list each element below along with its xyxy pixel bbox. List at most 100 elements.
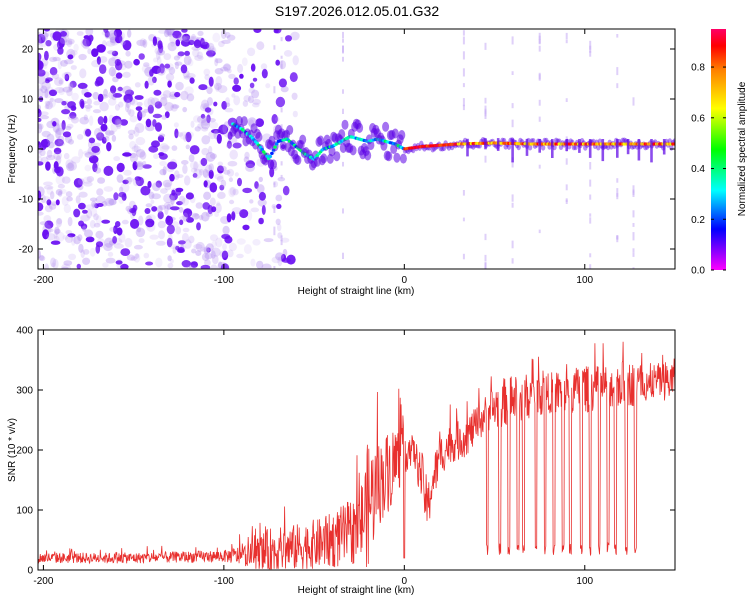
spectrogram-noise-blob (292, 55, 299, 66)
spectrogram-noise-blob (61, 100, 67, 106)
spectrogram-noise-blob (258, 191, 266, 201)
spectrogram-noise-blob (132, 161, 138, 171)
spectrogram-streak (273, 181, 276, 185)
spectrogram-noise-blob (99, 56, 108, 63)
spectrogram-noise-blob (55, 127, 65, 135)
spectrogram-noise-blob (83, 181, 93, 187)
spectrogram-noise-blob (96, 188, 104, 196)
spectrogram-noise-blob (46, 199, 52, 206)
spectrogram-noise-blob (245, 160, 255, 169)
spectrogram-noise-blob (222, 225, 230, 235)
spectrogram-streak (589, 179, 592, 187)
spectrogram-noise-blob (214, 173, 224, 180)
spectrogram-noise-blob (73, 208, 81, 218)
spectrogram-noise-blob (209, 182, 218, 193)
spectrogram-streak (632, 267, 635, 269)
spectrogram-spike (484, 138, 487, 150)
spectrogram-ridge-halo (326, 153, 334, 164)
spectrogram-noise-blob (219, 184, 225, 191)
spectrogram-noise-blob (200, 157, 208, 167)
spectrogram-noise-blob (150, 199, 155, 204)
spectrogram-noise-blob (142, 39, 148, 48)
spectrogram-ridge-halo (349, 145, 357, 156)
spectrogram-ridge-core (270, 151, 274, 155)
spectrogram-noise-blob (120, 263, 129, 269)
spectrogram-noise-blob (115, 72, 123, 79)
spectrogram-noise-blob (181, 260, 191, 268)
spectrogram-noise-blob (186, 264, 197, 269)
spectrogram-noise-blob (149, 234, 159, 240)
spectrogram-streak (511, 240, 514, 249)
spectrogram-noise-blob (120, 182, 130, 193)
spectrogram-noise-blob (158, 29, 168, 34)
spectrogram-ridge-core (273, 145, 277, 149)
spectrogram-spike (626, 139, 630, 155)
spectrogram-noise-blob (247, 95, 254, 104)
spectrogram-noise-blob (222, 124, 227, 134)
spectrogram-noise-blob (46, 154, 56, 161)
spectrogram-noise-blob (210, 234, 218, 242)
spectrogram-noise-blob (103, 243, 113, 252)
spectrogram-noise-blob (217, 191, 226, 199)
spectrogram-noise-blob (191, 46, 202, 51)
spectrogram-noise-blob (38, 211, 44, 216)
spectrogram-streak (280, 124, 283, 128)
spectrogram-noise-blob (227, 160, 238, 167)
spectrogram-noise-blob (82, 150, 92, 155)
spectrogram-noise-blob (64, 75, 69, 80)
spectrogram-streak (511, 71, 514, 75)
spectrogram-noise-blob (82, 257, 91, 265)
spectrogram-noise-blob (229, 199, 235, 205)
spectrogram-noise-blob (157, 220, 166, 229)
spectrogram-noise-blob (225, 143, 233, 149)
spectrogram-noise-blob (135, 253, 140, 259)
spectrogram-noise-blob (38, 123, 43, 134)
spectrogram-noise-blob (84, 164, 92, 172)
spectrogram-noise-blob (106, 142, 112, 152)
spectrogram-noise-blob (128, 109, 135, 117)
spectrogram-noise-blob (97, 177, 106, 184)
spectrogram-noise-blob (275, 218, 281, 225)
spectrogram-noise-blob (77, 234, 83, 242)
spectrogram-noise-blob (43, 181, 53, 186)
spectrogram-noise-blob (210, 264, 218, 269)
spectrogram-streak (565, 98, 568, 102)
spectrogram-noise-blob (173, 55, 180, 61)
spectrogram-noise-blob (208, 76, 214, 87)
spectrogram-noise-blob (122, 179, 129, 185)
spectrogram-ridge-halo (518, 137, 523, 144)
spectrogram-noise-blob (157, 135, 165, 143)
spectrogram-streak (462, 190, 465, 196)
spectrogram-noise-blob (203, 180, 208, 188)
spectrogram-ridge-halo (516, 144, 521, 151)
spectrogram-noise-blob (104, 237, 114, 248)
colorbar-tick-label: 0.6 (691, 113, 705, 124)
spectrogram-ytick-label: 0 (27, 145, 33, 156)
spectrogram-noise-blob (176, 201, 183, 206)
spectrogram-ytick-label: -20 (19, 245, 34, 256)
spectrogram-noise-blob (122, 40, 132, 51)
spectrogram-noise-blob (231, 93, 236, 98)
spectrogram-streak (565, 32, 568, 40)
spectrogram-noise-blob (220, 179, 227, 188)
spectrogram-noise-blob (44, 263, 49, 269)
spectrogram-noise-blob (118, 186, 124, 193)
spectrogram-noise-blob (70, 235, 76, 246)
spectrogram-noise-blob (38, 109, 42, 118)
spectrogram-noise-blob (193, 39, 202, 49)
spectrogram-noise-blob (218, 124, 229, 135)
spectrogram-noise-blob (258, 176, 263, 183)
spectrogram-streak (632, 252, 635, 257)
spectrogram-noise-blob (232, 84, 242, 92)
spectrogram-noise-blob (269, 167, 275, 178)
spectrogram-noise-blob (40, 32, 50, 38)
spectrogram-noise-blob (40, 85, 48, 94)
colorbar-tick-label: 0.4 (691, 164, 705, 175)
spectrogram-noise-blob (277, 177, 286, 182)
spectrogram-noise-blob (201, 39, 208, 46)
spectrogram-noise-blob (117, 86, 123, 92)
spectrogram-noise-blob (47, 228, 54, 233)
spectrogram-noise-blob (291, 92, 298, 101)
spectrogram-noise-blob (275, 194, 283, 202)
spectrogram-ridge-halo (286, 125, 294, 135)
